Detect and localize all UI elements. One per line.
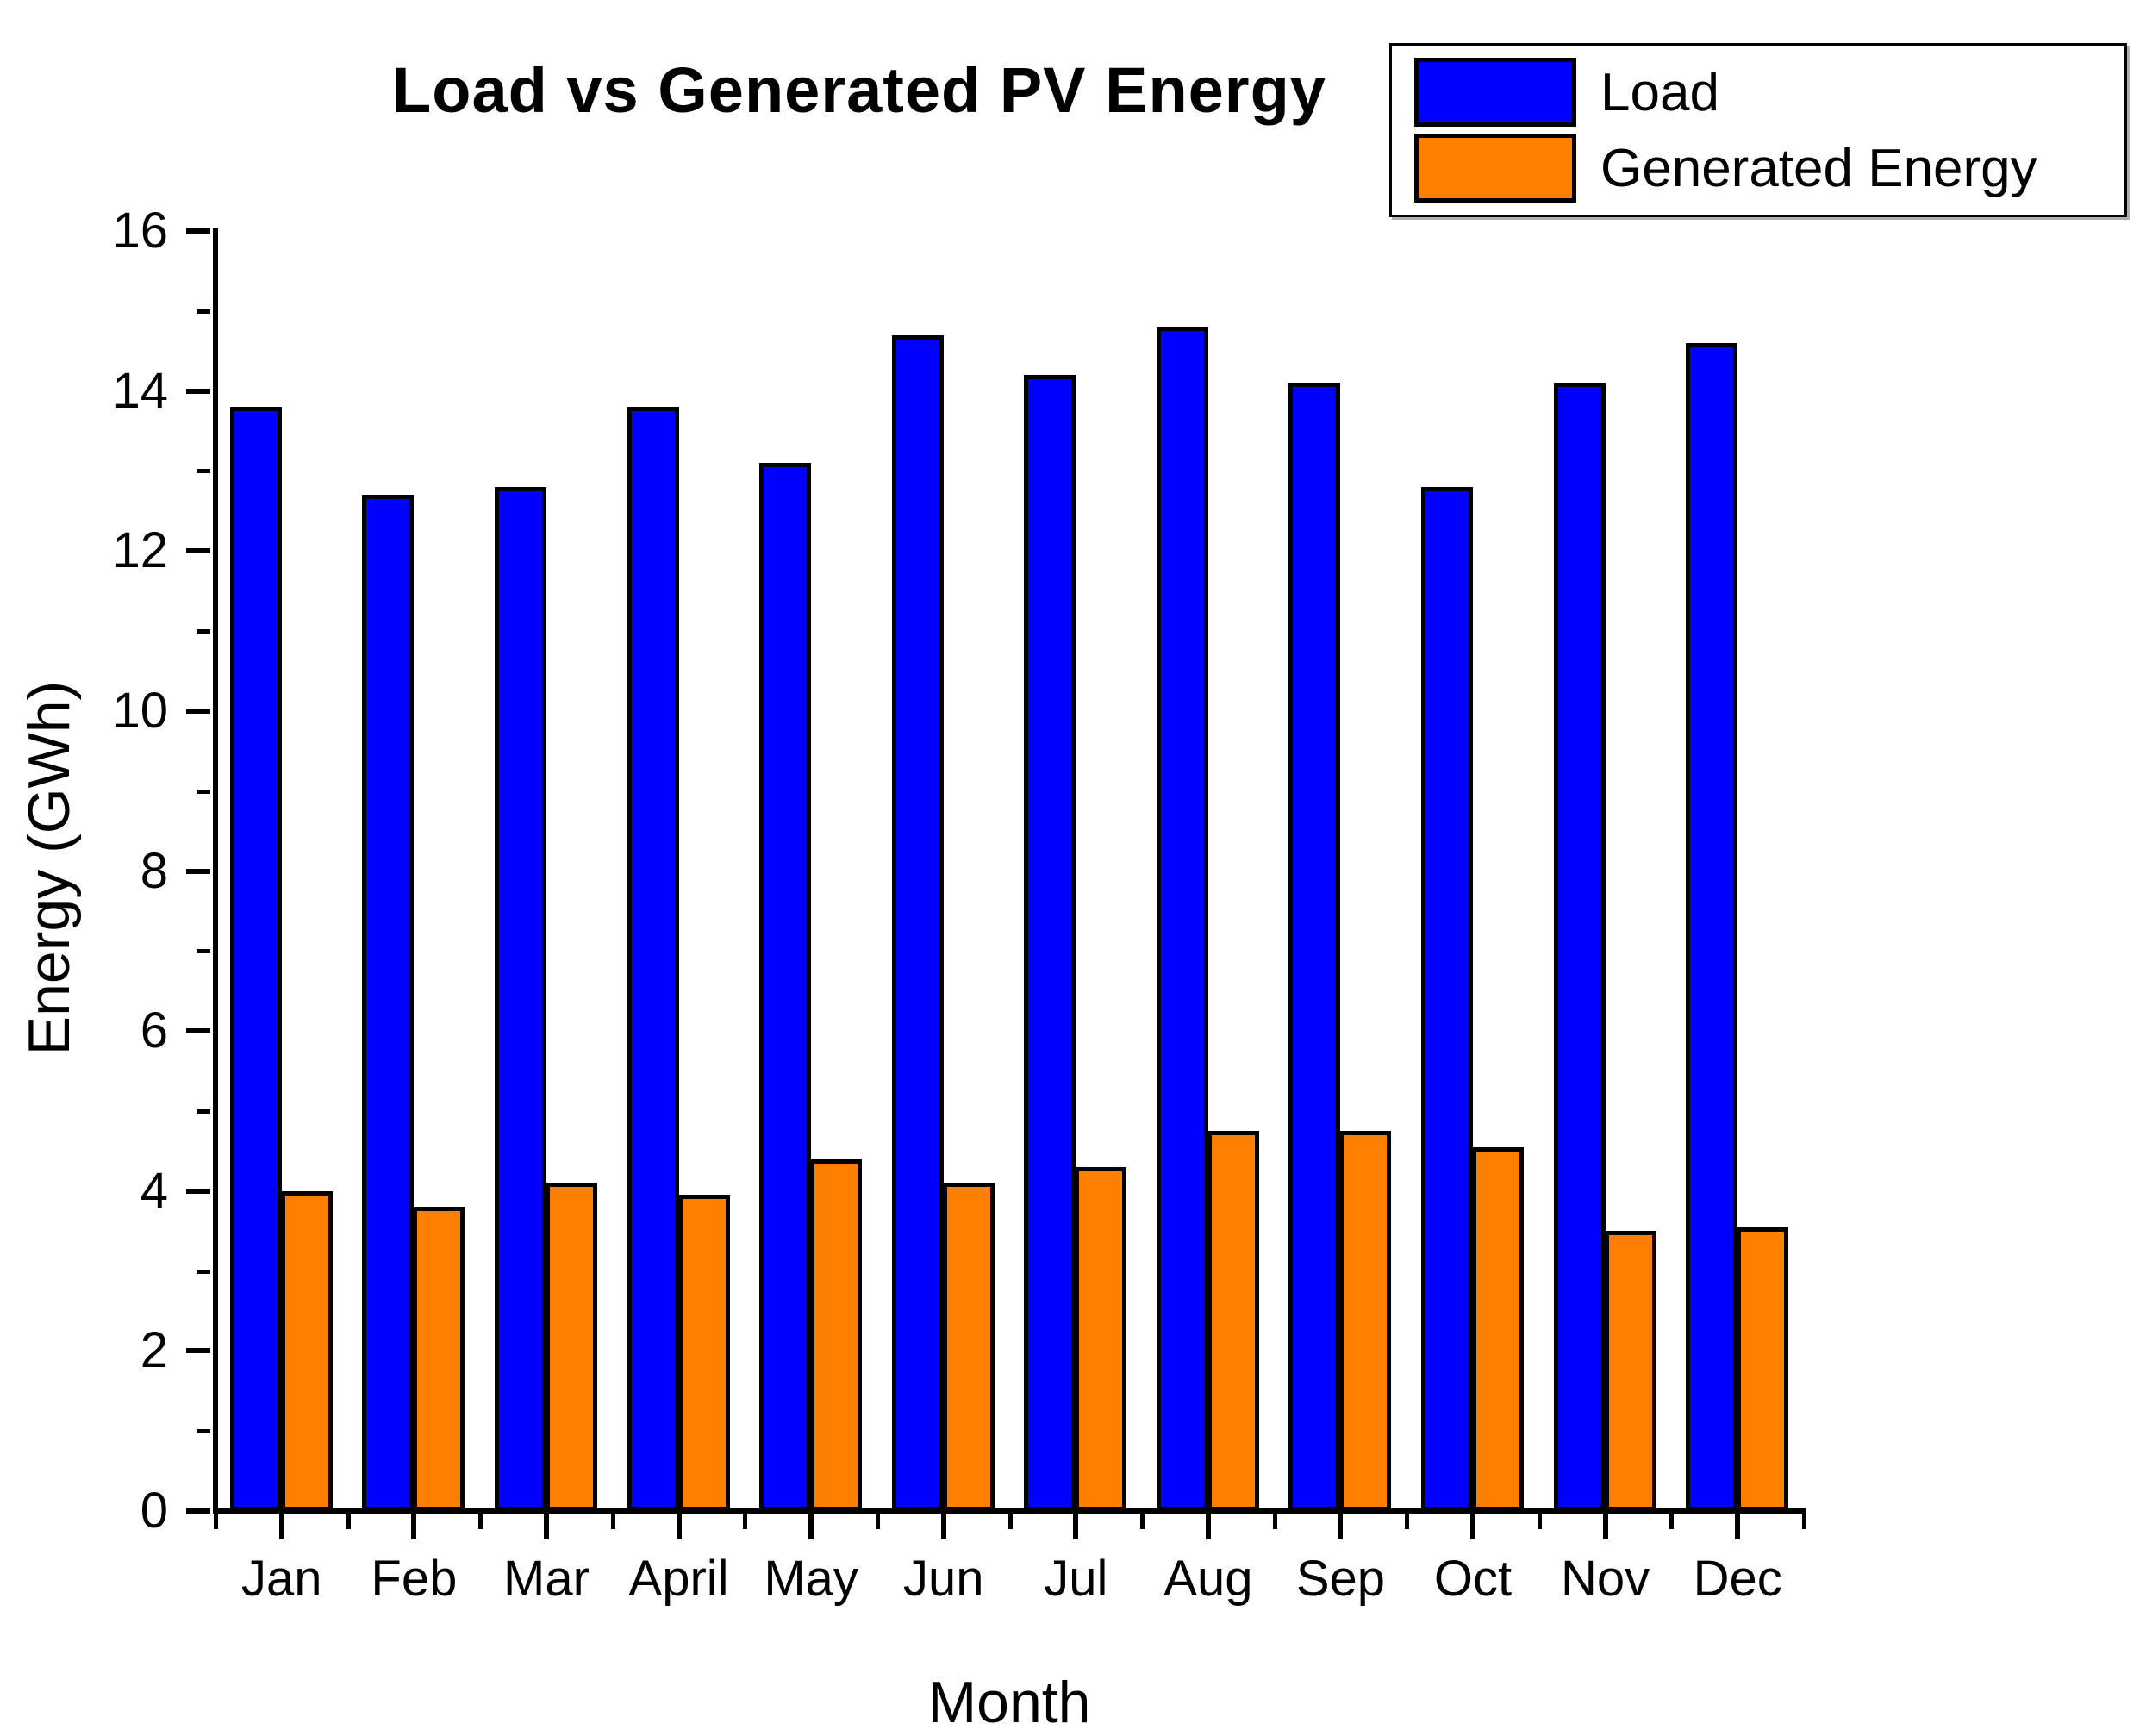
y-axis-major-tick: [186, 708, 210, 714]
x-axis-tick-label-aug: Aug: [1163, 1551, 1253, 1607]
x-axis-minor-tick: [1007, 1514, 1013, 1529]
y-axis-tick-label: 16: [112, 203, 168, 259]
x-axis-tick-label-dec: Dec: [1693, 1551, 1782, 1607]
bar-generated-energy-jun: [942, 1183, 995, 1511]
bar-generated-energy-sep: [1339, 1131, 1392, 1511]
bar-generated-energy-april: [677, 1195, 730, 1511]
y-axis-tick-label: 10: [112, 682, 168, 739]
x-axis-tick-label-may: May: [764, 1551, 858, 1607]
x-axis-tick-label-jan: Jan: [241, 1551, 322, 1607]
x-axis-major-tick: [676, 1514, 682, 1539]
bar-load-oct: [1421, 487, 1474, 1511]
x-axis-minor-tick: [1537, 1514, 1542, 1529]
y-axis-minor-tick: [197, 629, 210, 634]
y-axis-tick-label: 0: [140, 1483, 168, 1539]
x-axis-minor-tick: [1802, 1514, 1806, 1529]
x-axis-major-tick: [940, 1514, 946, 1539]
y-axis-major-tick: [186, 1188, 210, 1194]
bar-generated-energy-oct: [1472, 1146, 1525, 1511]
x-axis-minor-tick: [1405, 1514, 1410, 1529]
bar-load-dec: [1686, 342, 1738, 1511]
x-axis-minor-tick: [1272, 1514, 1277, 1529]
x-axis-title: Month: [927, 1670, 1091, 1735]
y-axis-minor-tick: [197, 1269, 210, 1274]
x-axis-major-tick: [1338, 1514, 1344, 1539]
bar-load-nov: [1553, 383, 1606, 1511]
x-axis-major-tick: [808, 1514, 814, 1539]
x-axis-minor-tick: [1669, 1514, 1675, 1529]
y-axis-tick-label: 8: [140, 842, 168, 899]
x-axis-major-tick: [1470, 1514, 1476, 1539]
x-axis-tick-label-april: April: [628, 1551, 729, 1607]
x-axis-tick-label-feb: Feb: [371, 1551, 458, 1607]
bar-load-feb: [362, 495, 415, 1511]
bar-generated-energy-nov: [1604, 1231, 1656, 1511]
y-axis-major-tick: [186, 1348, 210, 1354]
legend-label-generated-energy: Generated Energy: [1600, 138, 2037, 198]
bar-load-jan: [229, 407, 282, 1511]
x-axis-tick-label-sep: Sep: [1295, 1551, 1386, 1607]
y-axis-minor-tick: [197, 469, 210, 474]
y-axis-major-tick: [186, 1028, 210, 1034]
bar-generated-energy-feb: [413, 1207, 465, 1511]
bar-load-mar: [494, 487, 546, 1511]
bar-load-april: [627, 407, 679, 1511]
y-axis-tick-label: 12: [112, 522, 168, 579]
chart-title: Load vs Generated PV Energy: [392, 54, 1326, 126]
bar-generated-energy-jan: [280, 1190, 333, 1511]
x-axis-tick-label-mar: Mar: [503, 1551, 590, 1607]
y-axis-minor-tick: [197, 789, 210, 794]
x-axis-minor-tick: [346, 1514, 351, 1529]
legend: Load Generated Energy: [1389, 43, 2127, 217]
x-axis-major-tick: [1073, 1514, 1079, 1539]
bar-generated-energy-dec: [1737, 1227, 1789, 1511]
y-axis-minor-tick: [197, 1429, 210, 1434]
y-axis-minor-tick: [197, 1108, 210, 1114]
y-axis-tick-label: 4: [140, 1162, 168, 1219]
x-axis-major-tick: [543, 1514, 549, 1539]
x-axis-major-tick: [278, 1514, 284, 1539]
x-axis-minor-tick: [743, 1514, 748, 1529]
legend-swatch-generated-energy-icon: [1414, 134, 1576, 203]
y-axis-tick-label: 6: [140, 1002, 168, 1059]
x-axis-minor-tick: [478, 1514, 483, 1529]
bar-load-jun: [891, 334, 944, 1511]
y-axis-line: [213, 228, 218, 1514]
bar-generated-energy-aug: [1207, 1131, 1259, 1511]
x-axis-tick-label-nov: Nov: [1561, 1551, 1650, 1607]
bar-generated-energy-jul: [1075, 1166, 1127, 1511]
x-axis-tick-label-oct: Oct: [1433, 1551, 1513, 1607]
bar-load-jul: [1024, 375, 1076, 1511]
y-axis-major-tick: [186, 228, 210, 234]
y-axis-minor-tick: [197, 309, 210, 314]
x-axis-minor-tick: [1140, 1514, 1145, 1529]
bar-load-sep: [1288, 383, 1341, 1511]
legend-item-load: Load: [1414, 56, 2124, 128]
y-axis-major-tick: [186, 388, 210, 394]
bar-generated-energy-mar: [545, 1183, 597, 1511]
x-axis-major-tick: [1735, 1514, 1741, 1539]
y-axis-tick-label: 14: [112, 362, 168, 419]
y-axis-minor-tick: [197, 949, 210, 954]
x-axis-major-tick: [411, 1514, 417, 1539]
x-axis-minor-tick: [610, 1514, 615, 1529]
x-axis-tick-label-jul: Jul: [1044, 1551, 1108, 1607]
y-axis-major-tick: [186, 868, 210, 874]
bar-load-may: [759, 463, 812, 1511]
x-axis-line: [213, 1508, 1806, 1514]
x-axis-minor-tick: [214, 1514, 218, 1529]
legend-label-load: Load: [1600, 62, 1719, 122]
legend-item-generated-energy: Generated Energy: [1414, 132, 2124, 204]
x-axis-tick-label-jun: Jun: [902, 1551, 984, 1607]
y-axis-major-tick: [186, 548, 210, 554]
legend-swatch-load-icon: [1414, 58, 1576, 127]
x-axis-major-tick: [1602, 1514, 1608, 1539]
x-axis-minor-tick: [875, 1514, 880, 1529]
bar-generated-energy-may: [810, 1158, 863, 1511]
y-axis-major-tick: [186, 1508, 210, 1514]
x-axis-major-tick: [1205, 1514, 1211, 1539]
bar-load-aug: [1156, 327, 1208, 1511]
y-axis-tick-label: 2: [140, 1322, 168, 1379]
